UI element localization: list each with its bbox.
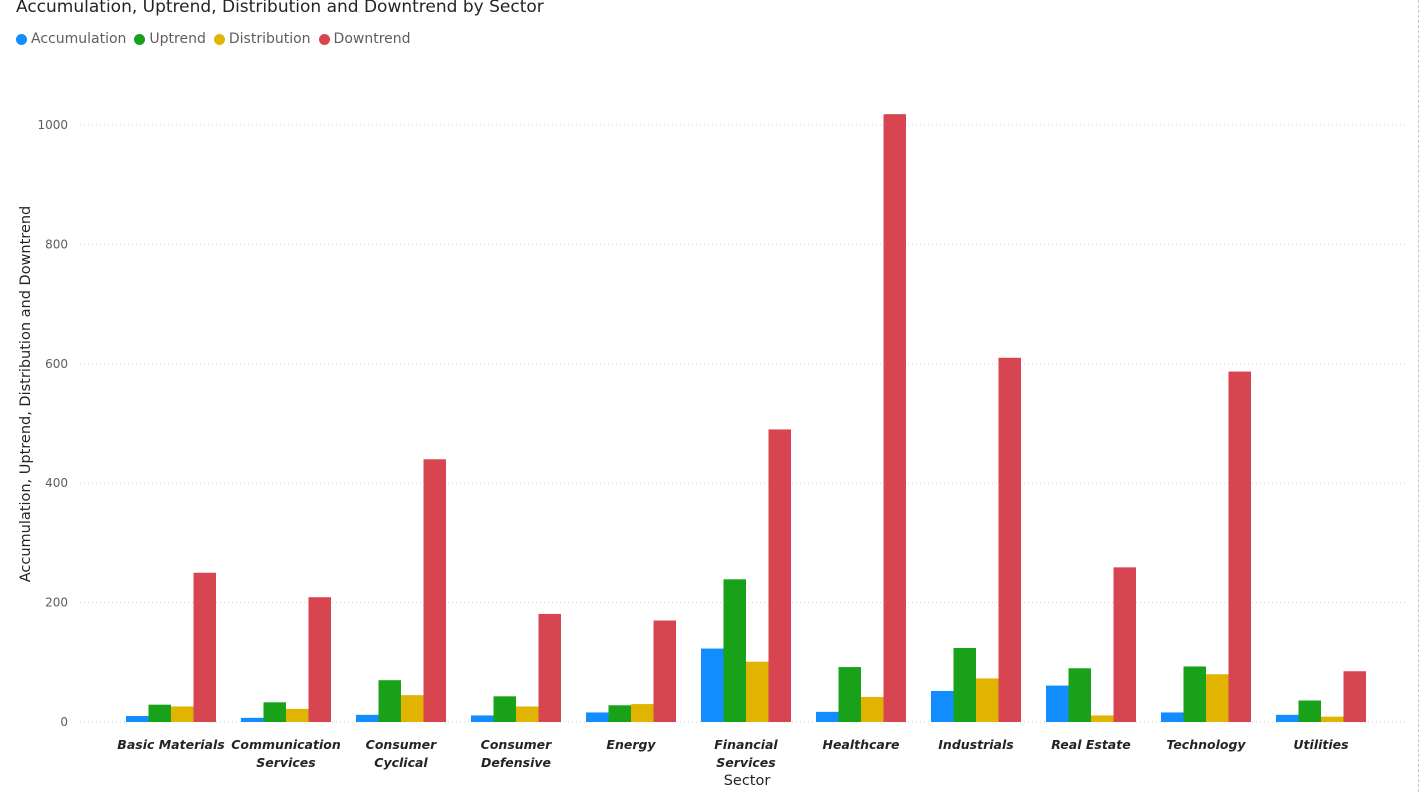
bar-downtrend[interactable] — [653, 620, 677, 723]
bar-distribution[interactable] — [631, 704, 654, 722]
bars — [126, 114, 1367, 723]
legend-item-downtrend[interactable]: Downtrend — [318, 31, 411, 47]
y-axis-title: Accumulation, Uptrend, Distribution and … — [18, 206, 34, 583]
bar-uptrend[interactable] — [493, 696, 517, 722]
bar-uptrend[interactable] — [148, 704, 172, 722]
bar-distribution[interactable] — [401, 695, 424, 722]
bar-distribution[interactable] — [171, 706, 194, 722]
bar-distribution[interactable] — [746, 661, 769, 722]
bar-accumulation[interactable] — [1046, 685, 1069, 722]
x-category-label: Consumer — [481, 737, 553, 752]
legend-item-uptrend[interactable]: Uptrend — [134, 31, 206, 47]
legend-label-uptrend: Uptrend — [149, 31, 206, 47]
y-tick-label: 800 — [45, 237, 68, 251]
bar-accumulation[interactable] — [126, 716, 149, 722]
x-category-label: Healthcare — [822, 737, 899, 752]
bar-accumulation[interactable] — [1161, 712, 1184, 722]
bar-uptrend[interactable] — [1298, 700, 1322, 722]
y-tick-label: 400 — [45, 476, 68, 490]
bar-downtrend[interactable] — [998, 357, 1022, 722]
legend-dot-uptrend — [134, 33, 146, 45]
bar-downtrend[interactable] — [883, 114, 907, 723]
bar-downtrend[interactable] — [1228, 371, 1252, 722]
bar-accumulation[interactable] — [586, 712, 609, 722]
x-axis-categories: Basic Materials Communication Services Cons… — [117, 737, 1348, 770]
legend-dot-accumulation — [16, 33, 27, 45]
bar-distribution[interactable] — [1206, 674, 1229, 722]
bar-accumulation[interactable] — [241, 717, 264, 722]
bar-uptrend[interactable] — [723, 579, 747, 722]
visual-border — [1418, 0, 1419, 792]
bar-distribution[interactable] — [1091, 715, 1114, 722]
x-category-label: Real Estate — [1051, 737, 1130, 752]
bar-downtrend[interactable] — [768, 429, 792, 722]
bar-distribution[interactable] — [1321, 716, 1344, 722]
bar-accumulation[interactable] — [1276, 714, 1299, 722]
bar-distribution[interactable] — [516, 706, 539, 722]
chart-title: Accumulation, Uptrend, Distribution and … — [16, 0, 544, 17]
x-category-label: Utilities — [1293, 737, 1348, 752]
bar-downtrend[interactable] — [308, 597, 332, 722]
bar-accumulation[interactable] — [931, 690, 954, 722]
bar-uptrend[interactable] — [838, 667, 862, 722]
x-category-label: Technology — [1166, 737, 1246, 752]
x-category-label: Communication — [231, 737, 341, 752]
bar-uptrend[interactable] — [263, 702, 287, 722]
bar-accumulation[interactable] — [356, 714, 379, 722]
bar-distribution[interactable] — [976, 678, 999, 722]
x-category-label: Basic Materials — [117, 737, 224, 752]
bar-downtrend[interactable] — [193, 572, 217, 722]
legend-label-accumulation: Accumulation — [31, 31, 127, 47]
x-category-label: Industrials — [938, 737, 1013, 752]
y-tick-label: 600 — [45, 357, 68, 371]
x-category-label: Defensive — [481, 755, 551, 770]
x-category-label: Services — [716, 755, 775, 770]
legend: Accumulation Uptrend Distribution Downtr… — [16, 31, 419, 47]
bar-downtrend[interactable] — [538, 613, 562, 722]
y-tick-label: 200 — [45, 596, 68, 610]
y-tick-label: 1000 — [37, 118, 68, 132]
bar-downtrend[interactable] — [423, 459, 447, 722]
bar-accumulation[interactable] — [701, 648, 724, 722]
y-axis-ticks: 0 200 400 600 800 1000 — [37, 118, 68, 729]
x-category-label: Cyclical — [374, 755, 428, 770]
x-axis-title: Sector — [724, 773, 771, 789]
bar-uptrend[interactable] — [953, 647, 977, 722]
bar-distribution[interactable] — [286, 708, 309, 722]
bar-uptrend[interactable] — [1068, 668, 1092, 722]
legend-item-accumulation[interactable]: Accumulation — [16, 31, 126, 47]
bar-uptrend[interactable] — [378, 680, 402, 722]
x-category-label: Financial — [714, 737, 778, 752]
bar-downtrend[interactable] — [1113, 567, 1137, 722]
legend-dot-distribution — [213, 33, 225, 45]
legend-label-distribution: Distribution — [228, 31, 311, 47]
bar-uptrend[interactable] — [608, 705, 632, 722]
x-category-label: Consumer — [366, 737, 438, 752]
y-tick-label: 0 — [60, 715, 68, 729]
bar-distribution[interactable] — [861, 696, 884, 722]
x-category-label: Energy — [606, 737, 656, 752]
legend-item-distribution[interactable]: Distribution — [213, 31, 311, 47]
legend-label-downtrend: Downtrend — [333, 31, 411, 47]
legend-dot-downtrend — [318, 33, 330, 45]
bar-downtrend[interactable] — [1343, 671, 1367, 722]
bar-accumulation[interactable] — [471, 715, 494, 722]
bar-accumulation[interactable] — [816, 711, 839, 722]
x-category-label: Services — [256, 755, 315, 770]
bar-uptrend[interactable] — [1183, 666, 1207, 722]
